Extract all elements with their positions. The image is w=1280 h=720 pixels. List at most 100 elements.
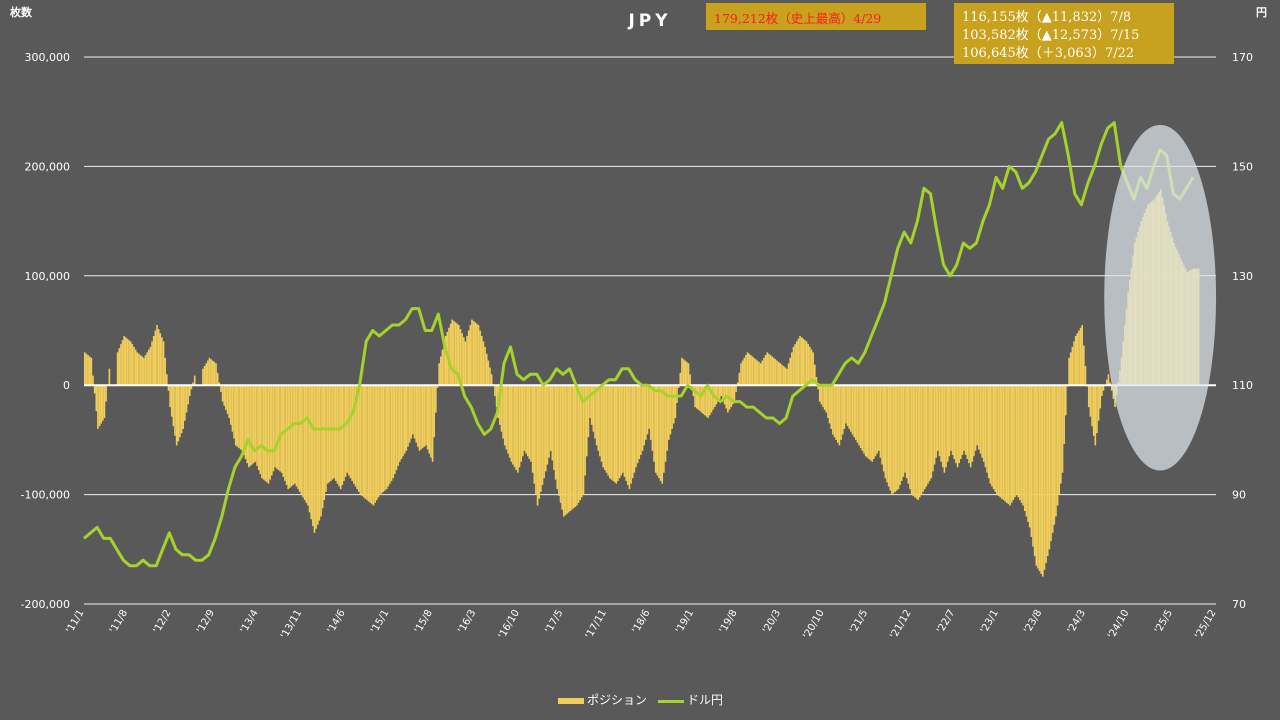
position-bar [1096, 385, 1098, 434]
position-bar [374, 385, 376, 503]
position-bar [300, 385, 303, 495]
position-bar [677, 385, 680, 388]
position-bar [984, 385, 987, 468]
position-bar [781, 364, 783, 386]
position-bar [1056, 385, 1059, 506]
position-bar [681, 357, 683, 386]
position-bar [298, 385, 301, 492]
position-bar [385, 385, 388, 490]
position-bar [615, 385, 618, 484]
position-bar [563, 385, 565, 517]
position-bar [476, 323, 478, 386]
x-tick-label: '20/3 [761, 608, 783, 635]
position-bar [1042, 385, 1044, 577]
position-bar [134, 349, 137, 386]
position-bar [257, 385, 260, 470]
position-bar [1033, 385, 1036, 557]
position-bar [454, 322, 457, 386]
position-bar [748, 353, 750, 386]
position-bar [482, 341, 485, 386]
position-bar [626, 385, 629, 486]
y-left-tick-label: -200,000 [21, 598, 70, 611]
position-bar [855, 385, 857, 440]
position-bar [359, 385, 362, 495]
position-bar [295, 385, 298, 487]
position-bar [554, 385, 557, 480]
position-bar [945, 385, 947, 468]
position-bar [948, 385, 951, 457]
position-bar [896, 385, 898, 491]
position-bar [548, 385, 550, 458]
position-bar [1097, 385, 1100, 421]
y-right-tick-label: 170 [1232, 51, 1253, 64]
position-bar [477, 325, 480, 386]
position-bar [312, 385, 314, 527]
position-bar [869, 385, 872, 461]
position-bar [1020, 385, 1023, 503]
position-bar [1063, 385, 1065, 445]
position-bar [353, 385, 355, 484]
position-bar [536, 385, 539, 506]
position-bar [449, 323, 452, 386]
position-bar [522, 385, 524, 457]
position-bar [95, 385, 98, 412]
position-bar [835, 385, 837, 440]
position-bar [387, 385, 390, 487]
position-bar [978, 385, 980, 450]
position-bar [228, 385, 230, 419]
position-bar [1064, 385, 1067, 416]
position-bar [531, 385, 534, 473]
position-bar [902, 385, 905, 477]
position-bar [858, 385, 860, 446]
position-bar [581, 385, 583, 498]
position-bar [236, 385, 239, 447]
position-bar [357, 385, 360, 492]
position-bar [799, 335, 801, 386]
position-bar [818, 385, 821, 402]
position-bar [331, 385, 334, 480]
x-tick-label: '20/10 [801, 608, 826, 641]
position-bar [264, 385, 267, 481]
position-bar [103, 385, 106, 419]
position-bar [435, 385, 437, 413]
position-bar [484, 346, 486, 386]
position-bar [152, 335, 155, 386]
position-bar [791, 352, 793, 386]
position-bar [763, 357, 765, 386]
position-bar [746, 352, 749, 386]
position-bar [123, 335, 125, 386]
position-bar [882, 385, 885, 472]
position-bar [438, 363, 440, 386]
position-bar [1074, 335, 1077, 386]
position-bar [805, 341, 808, 386]
position-bar [612, 385, 614, 481]
position-bar [917, 385, 919, 501]
position-bar [1027, 385, 1029, 522]
position-bar [461, 333, 463, 386]
position-bar [262, 385, 265, 480]
position-bar [259, 385, 262, 475]
y-right-tick-label: 90 [1232, 489, 1246, 502]
position-bar [1001, 385, 1003, 499]
position-bar [802, 338, 805, 386]
position-bar [864, 385, 867, 457]
position-bar [820, 385, 823, 405]
position-bar [243, 385, 245, 455]
highlight-ellipse [1104, 124, 1217, 471]
position-bar [584, 385, 586, 476]
position-bar [297, 385, 299, 490]
position-bar [1009, 385, 1011, 506]
position-bar [830, 385, 833, 429]
position-bar [535, 385, 537, 495]
highlight-ellipse-shape [1104, 124, 1217, 471]
position-bar [172, 385, 175, 427]
position-bar [472, 320, 475, 386]
position-bar [577, 385, 580, 503]
position-bar [425, 385, 427, 446]
position-bar [871, 385, 874, 462]
position-bar [996, 385, 998, 495]
position-bar [372, 385, 375, 506]
x-tick-label: '19/1 [674, 608, 696, 635]
position-bar [630, 385, 632, 484]
position-bar [579, 385, 582, 501]
